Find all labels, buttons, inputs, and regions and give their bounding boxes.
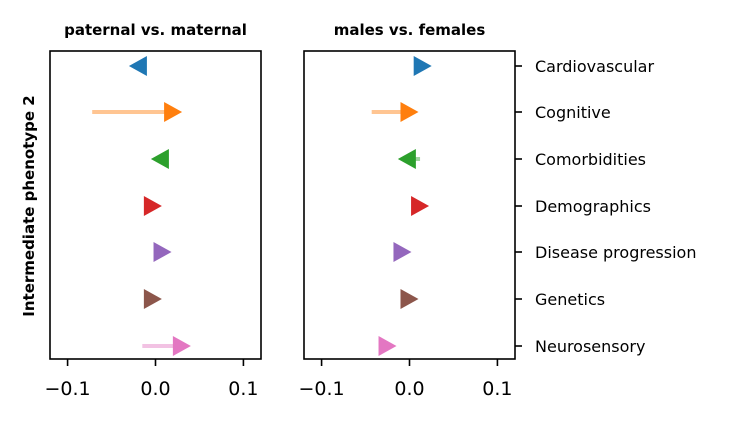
x-tick-label: 0.1	[228, 378, 258, 400]
panel-title: paternal vs. maternal	[64, 21, 247, 39]
arrow-marker	[128, 56, 147, 76]
x-tick-label: 0.0	[394, 378, 424, 400]
arrow-marker	[393, 242, 412, 262]
category-label: Demographics	[535, 197, 651, 216]
category-label: Cognitive	[535, 103, 611, 122]
y-axis-label: Intermediate phenotype 2	[20, 95, 38, 316]
category-label: Cardiovascular	[535, 57, 654, 76]
plot-frame	[303, 50, 516, 360]
arrow-marker	[143, 196, 162, 216]
category-label: Comorbidities	[535, 150, 646, 169]
panel-title: males vs. females	[334, 21, 486, 39]
arrow-marker	[400, 102, 419, 122]
arrow-marker	[378, 336, 397, 356]
arrow-marker	[397, 149, 416, 169]
panel-1: paternal vs. maternal −0.1 0.0 0.1	[45, 21, 262, 400]
arrow-marker	[400, 289, 419, 309]
arrow-marker	[413, 56, 432, 76]
arrow-marker	[164, 102, 183, 122]
x-tick-label: 0.1	[482, 378, 512, 400]
x-tick-label: 0.0	[140, 378, 170, 400]
category-label: Neurosensory	[535, 337, 645, 356]
panel-2: males vs. females −0.1 0.0 0.1 Cardiovascula…	[299, 21, 697, 400]
category-label: Genetics	[535, 290, 605, 309]
arrow-marker	[150, 149, 169, 169]
arrow-marker	[411, 196, 430, 216]
arrow-marker	[172, 336, 191, 356]
x-tick-label: −0.1	[45, 378, 91, 400]
category-label: Disease progression	[535, 243, 696, 262]
x-tick-label: −0.1	[299, 378, 345, 400]
arrow-marker	[153, 242, 172, 262]
arrow-marker	[143, 289, 162, 309]
